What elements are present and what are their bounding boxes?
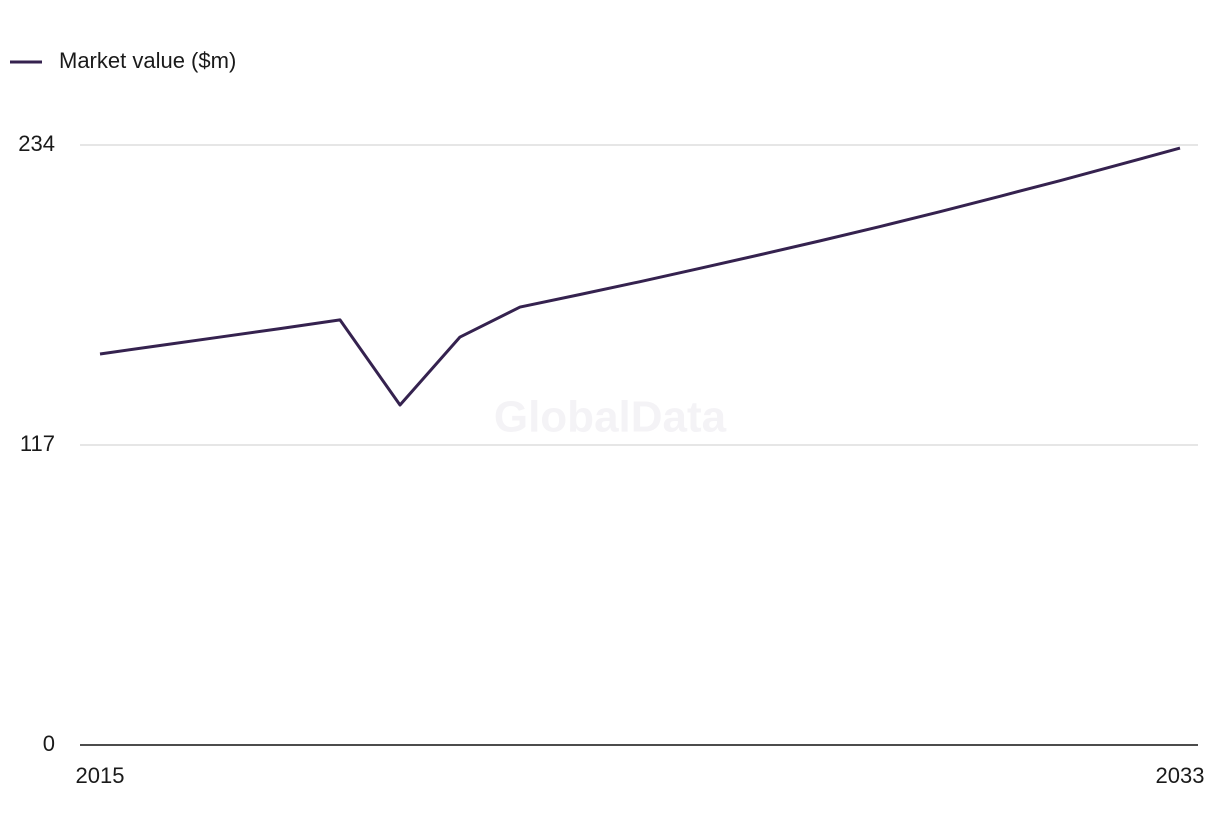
watermark: GlobalData — [494, 393, 727, 442]
y-tick-label: 234 — [18, 131, 55, 156]
y-tick-label: 117 — [20, 431, 55, 456]
x-tick-label: 2015 — [76, 763, 125, 788]
legend-label: Market value ($m) — [59, 48, 236, 73]
x-tick-label: 2033 — [1156, 763, 1205, 788]
data-line — [99, 146, 1181, 407]
y-tick-label: 0 — [43, 731, 55, 756]
